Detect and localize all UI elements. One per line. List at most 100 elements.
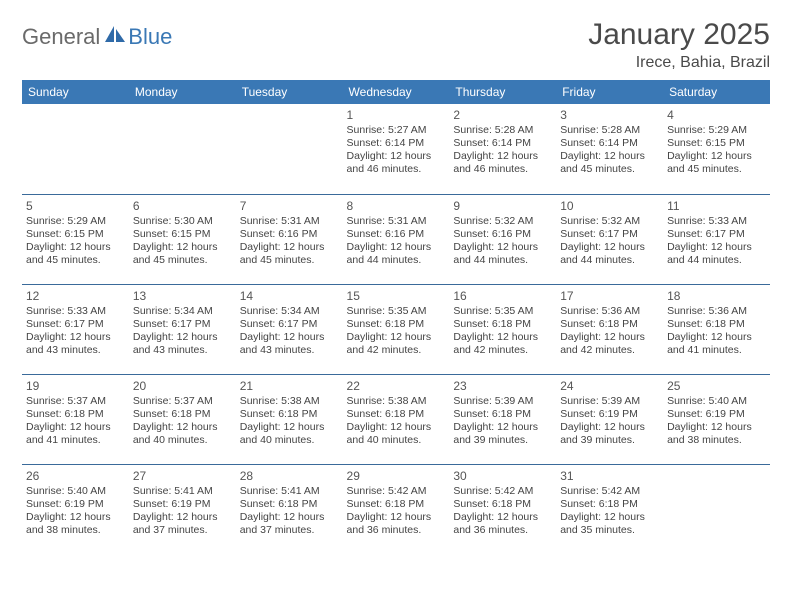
week-row: 5 Sunrise: 5:29 AMSunset: 6:15 PMDaylight… — [22, 194, 770, 284]
day-cell: 3 Sunrise: 5:28 AMSunset: 6:14 PMDaylight… — [556, 104, 663, 194]
day-info: Sunrise: 5:39 AMSunset: 6:18 PMDaylight:… — [453, 395, 552, 448]
day-header: Sunday — [22, 80, 129, 104]
calendar-body: 1 Sunrise: 5:27 AMSunset: 6:14 PMDaylight… — [22, 104, 770, 554]
day-info: Sunrise: 5:31 AMSunset: 6:16 PMDaylight:… — [240, 215, 339, 268]
day-info: Sunrise: 5:31 AMSunset: 6:16 PMDaylight:… — [347, 215, 446, 268]
day-number: 16 — [453, 289, 552, 303]
day-info: Sunrise: 5:39 AMSunset: 6:19 PMDaylight:… — [560, 395, 659, 448]
day-cell: 17 Sunrise: 5:36 AMSunset: 6:18 PMDayligh… — [556, 284, 663, 374]
day-info: Sunrise: 5:36 AMSunset: 6:18 PMDaylight:… — [560, 305, 659, 358]
day-number: 3 — [560, 108, 659, 122]
day-number: 14 — [240, 289, 339, 303]
day-number: 24 — [560, 379, 659, 393]
day-number: 12 — [26, 289, 125, 303]
day-cell: 24 Sunrise: 5:39 AMSunset: 6:19 PMDayligh… — [556, 374, 663, 464]
day-cell: 4 Sunrise: 5:29 AMSunset: 6:15 PMDaylight… — [663, 104, 770, 194]
day-cell — [129, 104, 236, 194]
day-info: Sunrise: 5:40 AMSunset: 6:19 PMDaylight:… — [667, 395, 766, 448]
day-cell: 28Sunrise: 5:41 AMSunset: 6:18 PMDayligh… — [236, 464, 343, 554]
day-info: Sunrise: 5:35 AMSunset: 6:18 PMDaylight:… — [453, 305, 552, 358]
day-cell: 22 Sunrise: 5:38 AMSunset: 6:18 PMDayligh… — [343, 374, 450, 464]
day-cell: 25 Sunrise: 5:40 AMSunset: 6:19 PMDayligh… — [663, 374, 770, 464]
day-number: 20 — [133, 379, 232, 393]
logo-text-general: General — [22, 24, 100, 50]
page-header: General Blue January 2025 Irece, Bahia, … — [22, 18, 770, 72]
day-cell: 16 Sunrise: 5:35 AMSunset: 6:18 PMDayligh… — [449, 284, 556, 374]
day-info: Sunrise: 5:40 AMSunset: 6:19 PMDaylight:… — [26, 485, 125, 538]
day-cell: 12 Sunrise: 5:33 AMSunset: 6:17 PMDayligh… — [22, 284, 129, 374]
day-number: 22 — [347, 379, 446, 393]
day-number: 19 — [26, 379, 125, 393]
day-info: Sunrise: 5:41 AMSunset: 6:19 PMDaylight:… — [133, 485, 232, 538]
day-number: 9 — [453, 199, 552, 213]
day-cell: 7 Sunrise: 5:31 AMSunset: 6:16 PMDaylight… — [236, 194, 343, 284]
day-header: Saturday — [663, 80, 770, 104]
day-cell: 11 Sunrise: 5:33 AMSunset: 6:17 PMDayligh… — [663, 194, 770, 284]
day-info: Sunrise: 5:29 AMSunset: 6:15 PMDaylight:… — [26, 215, 125, 268]
day-cell — [236, 104, 343, 194]
day-info: Sunrise: 5:28 AMSunset: 6:14 PMDaylight:… — [560, 124, 659, 177]
day-cell: 5 Sunrise: 5:29 AMSunset: 6:15 PMDaylight… — [22, 194, 129, 284]
day-info: Sunrise: 5:32 AMSunset: 6:17 PMDaylight:… — [560, 215, 659, 268]
day-number: 23 — [453, 379, 552, 393]
day-number: 30 — [453, 469, 552, 483]
day-number: 7 — [240, 199, 339, 213]
day-number: 31 — [560, 469, 659, 483]
day-cell: 1 Sunrise: 5:27 AMSunset: 6:14 PMDaylight… — [343, 104, 450, 194]
day-cell: 15 Sunrise: 5:35 AMSunset: 6:18 PMDayligh… — [343, 284, 450, 374]
day-info: Sunrise: 5:36 AMSunset: 6:18 PMDaylight:… — [667, 305, 766, 358]
day-number: 8 — [347, 199, 446, 213]
day-cell: 21 Sunrise: 5:38 AMSunset: 6:18 PMDayligh… — [236, 374, 343, 464]
day-info: Sunrise: 5:28 AMSunset: 6:14 PMDaylight:… — [453, 124, 552, 177]
day-number: 27 — [133, 469, 232, 483]
day-number: 10 — [560, 199, 659, 213]
day-cell: 2 Sunrise: 5:28 AMSunset: 6:14 PMDaylight… — [449, 104, 556, 194]
day-header: Tuesday — [236, 80, 343, 104]
day-cell: 29Sunrise: 5:42 AMSunset: 6:18 PMDayligh… — [343, 464, 450, 554]
day-cell: 10 Sunrise: 5:32 AMSunset: 6:17 PMDayligh… — [556, 194, 663, 284]
day-info: Sunrise: 5:37 AMSunset: 6:18 PMDaylight:… — [26, 395, 125, 448]
day-info: Sunrise: 5:42 AMSunset: 6:18 PMDaylight:… — [453, 485, 552, 538]
day-info: Sunrise: 5:29 AMSunset: 6:15 PMDaylight:… — [667, 124, 766, 177]
week-row: 26 Sunrise: 5:40 AMSunset: 6:19 PMDayligh… — [22, 464, 770, 554]
day-header: Wednesday — [343, 80, 450, 104]
day-number: 13 — [133, 289, 232, 303]
day-cell — [22, 104, 129, 194]
day-number: 18 — [667, 289, 766, 303]
day-info: Sunrise: 5:41 AMSunset: 6:18 PMDaylight:… — [240, 485, 339, 538]
logo-sail-icon — [104, 25, 126, 43]
day-cell: 20 Sunrise: 5:37 AMSunset: 6:18 PMDayligh… — [129, 374, 236, 464]
logo: General Blue — [22, 18, 172, 50]
day-cell: 19 Sunrise: 5:37 AMSunset: 6:18 PMDayligh… — [22, 374, 129, 464]
day-number: 5 — [26, 199, 125, 213]
day-info: Sunrise: 5:33 AMSunset: 6:17 PMDaylight:… — [26, 305, 125, 358]
day-number: 4 — [667, 108, 766, 122]
day-number: 11 — [667, 199, 766, 213]
day-info: Sunrise: 5:38 AMSunset: 6:18 PMDaylight:… — [347, 395, 446, 448]
day-cell: 9Sunrise: 5:32 AMSunset: 6:16 PMDaylight… — [449, 194, 556, 284]
day-number: 21 — [240, 379, 339, 393]
day-info: Sunrise: 5:33 AMSunset: 6:17 PMDaylight:… — [667, 215, 766, 268]
day-info: Sunrise: 5:35 AMSunset: 6:18 PMDaylight:… — [347, 305, 446, 358]
logo-text-blue: Blue — [128, 24, 172, 50]
day-cell: 30 Sunrise: 5:42 AMSunset: 6:18 PMDayligh… — [449, 464, 556, 554]
day-number: 2 — [453, 108, 552, 122]
day-cell: 13Sunrise: 5:34 AMSunset: 6:17 PMDayligh… — [129, 284, 236, 374]
day-info: Sunrise: 5:27 AMSunset: 6:14 PMDaylight:… — [347, 124, 446, 177]
day-number: 26 — [26, 469, 125, 483]
day-number: 15 — [347, 289, 446, 303]
day-number: 17 — [560, 289, 659, 303]
day-number: 1 — [347, 108, 446, 122]
day-info: Sunrise: 5:42 AMSunset: 6:18 PMDaylight:… — [560, 485, 659, 538]
day-cell — [663, 464, 770, 554]
day-number: 25 — [667, 379, 766, 393]
day-cell: 26 Sunrise: 5:40 AMSunset: 6:19 PMDayligh… — [22, 464, 129, 554]
month-title: January 2025 — [588, 18, 770, 52]
day-cell: 31 Sunrise: 5:42 AMSunset: 6:18 PMDayligh… — [556, 464, 663, 554]
day-header: Monday — [129, 80, 236, 104]
day-info: Sunrise: 5:37 AMSunset: 6:18 PMDaylight:… — [133, 395, 232, 448]
day-info: Sunrise: 5:38 AMSunset: 6:18 PMDaylight:… — [240, 395, 339, 448]
location-label: Irece, Bahia, Brazil — [588, 54, 770, 72]
week-row: 1 Sunrise: 5:27 AMSunset: 6:14 PMDaylight… — [22, 104, 770, 194]
day-cell: 18 Sunrise: 5:36 AMSunset: 6:18 PMDayligh… — [663, 284, 770, 374]
